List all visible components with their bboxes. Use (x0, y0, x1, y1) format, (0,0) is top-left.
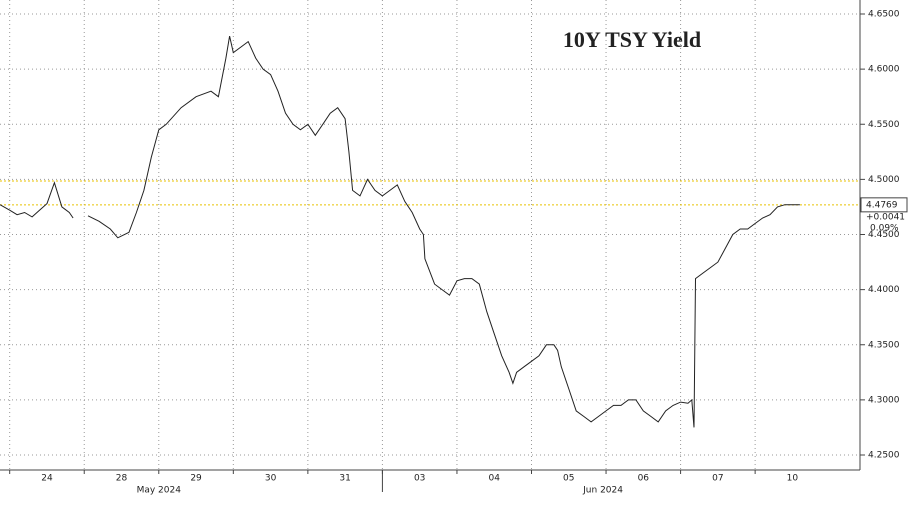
y-tick-label: 4.2500 (868, 451, 900, 461)
x-tick-label: 04 (488, 474, 500, 484)
x-tick-label: 05 (563, 474, 574, 484)
y-tick-label: 4.5000 (868, 175, 900, 185)
last-pct: 0.09% (870, 223, 899, 233)
month-label: Jun 2024 (582, 486, 623, 496)
month-label: May 2024 (137, 486, 182, 496)
x-tick-label: 31 (339, 474, 350, 484)
chart-title: 10Y TSY Yield (563, 27, 701, 52)
y-tick-label: 4.5500 (868, 120, 900, 130)
x-tick-label: 10 (787, 474, 799, 484)
y-tick-label: 4.3500 (868, 340, 900, 350)
x-tick-label: 07 (712, 474, 723, 484)
x-tick-label: 29 (190, 474, 202, 484)
y-tick-label: 4.3000 (868, 395, 900, 405)
last-value: 4.4769 (866, 200, 898, 210)
y-tick-label: 4.6500 (868, 10, 900, 20)
last-value-box (860, 197, 908, 213)
yield-line (0, 35, 800, 428)
y-tick-label: 4.6000 (868, 65, 900, 75)
x-tick-label: 03 (414, 474, 425, 484)
y-tick-label: 4.4000 (868, 285, 900, 295)
x-tick-label: 06 (638, 474, 650, 484)
x-tick-label: 24 (41, 474, 53, 484)
last-change: +0.0041 (866, 212, 905, 222)
x-tick-label: 28 (116, 474, 128, 484)
x-tick-label: 30 (265, 474, 277, 484)
y-tick-label: 4.4500 (868, 230, 900, 240)
